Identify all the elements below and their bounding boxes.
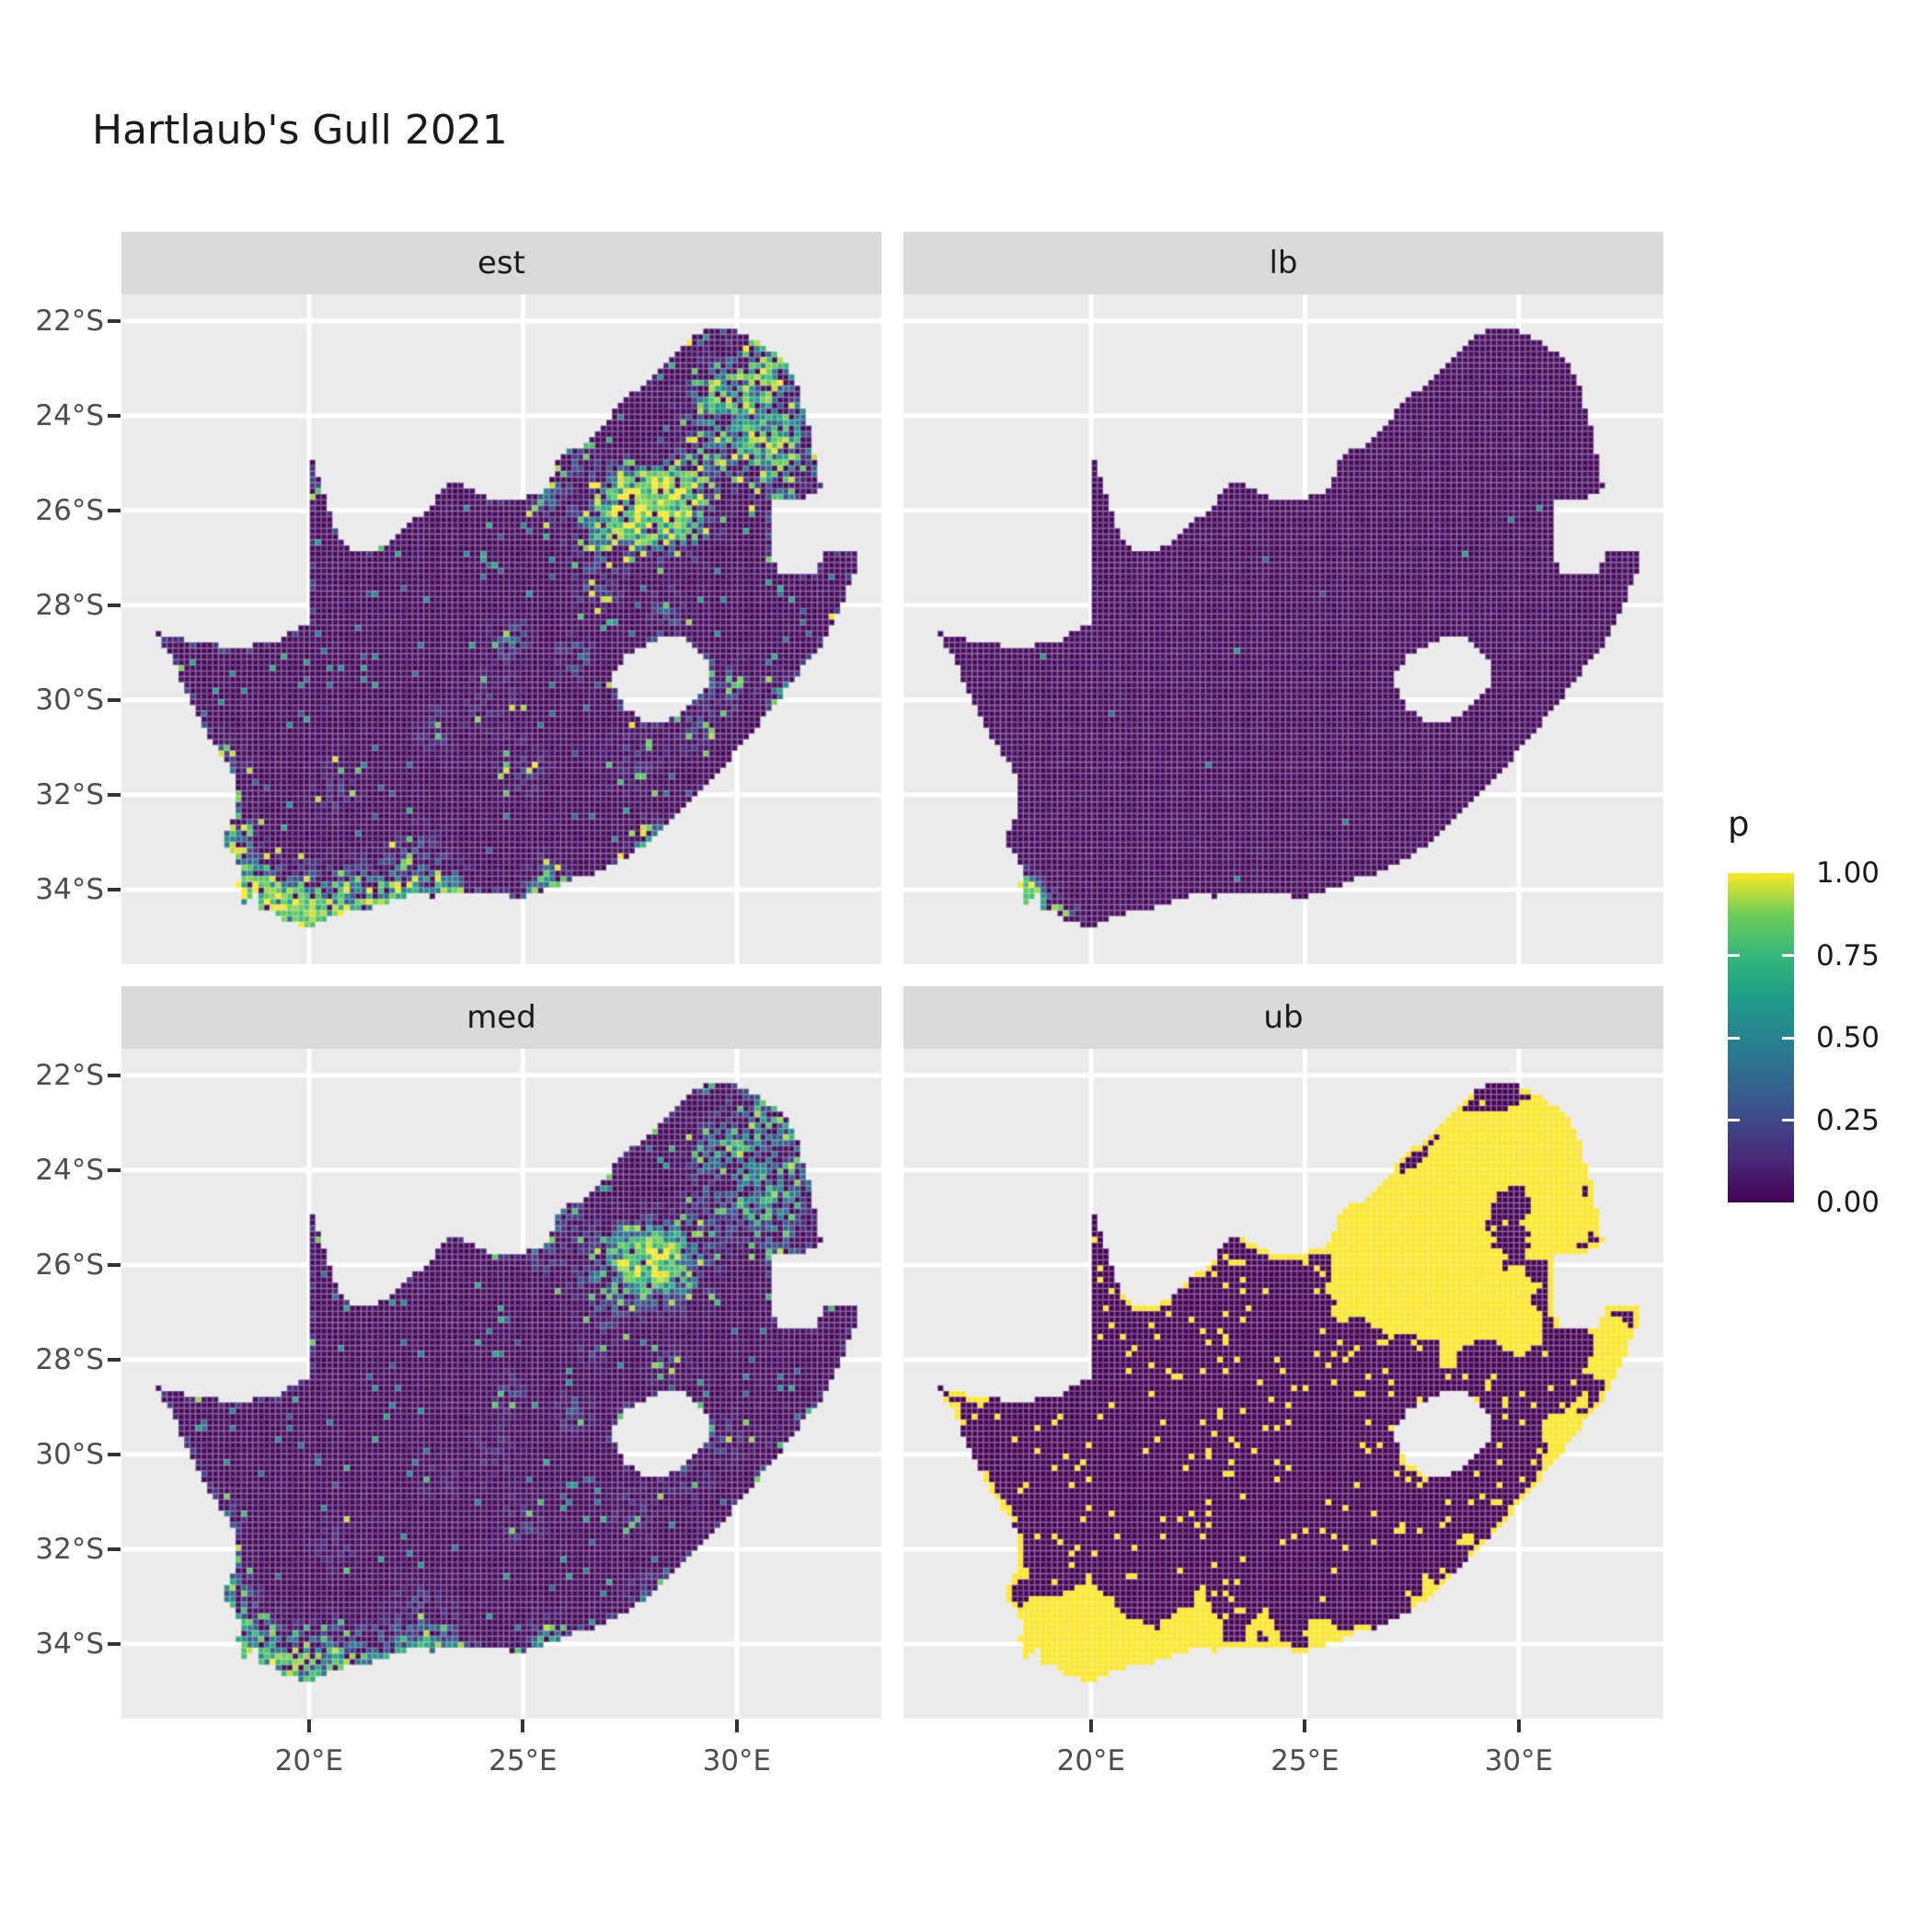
legend-title: p xyxy=(1728,804,1750,844)
facet-strip-label-est: est xyxy=(477,245,525,282)
facet-strip-ub: ub xyxy=(903,986,1663,1049)
x-tick-mark xyxy=(306,1719,311,1732)
y-tick-label: 22°S xyxy=(35,1058,104,1092)
x-tick-mark xyxy=(1516,1719,1521,1732)
legend-bar-tick xyxy=(1728,954,1740,957)
y-tick-mark xyxy=(108,508,121,512)
y-tick-mark xyxy=(108,1547,121,1551)
plot-title: Hartlaub's Gull 2021 xyxy=(92,107,508,154)
x-tick-mark xyxy=(1088,1719,1093,1732)
y-tick-mark xyxy=(108,1073,121,1077)
legend-tick-label: 0.00 xyxy=(1816,1186,1880,1219)
legend-bar-tick xyxy=(1782,954,1794,957)
legend-bar-tick xyxy=(1782,1036,1794,1040)
legend-bar-tick xyxy=(1782,1119,1794,1121)
y-tick-label: 28°S xyxy=(35,1342,104,1376)
y-tick-mark xyxy=(108,1452,121,1456)
y-tick-mark xyxy=(108,697,121,702)
y-tick-mark xyxy=(108,887,121,891)
legend-tick-label: 0.25 xyxy=(1816,1103,1880,1137)
map-canvas-lb xyxy=(903,294,1663,964)
legend-bar-tick xyxy=(1728,1036,1740,1040)
facet-strip-lb: lb xyxy=(903,232,1663,294)
x-tick-mark xyxy=(734,1719,739,1732)
legend-tick-label: 1.00 xyxy=(1816,857,1880,890)
y-tick-label: 28°S xyxy=(35,588,104,622)
facet-strip-label-lb: lb xyxy=(1269,245,1298,282)
x-tick-label: 30°E xyxy=(702,1744,772,1777)
legend-tick-label: 0.50 xyxy=(1816,1021,1880,1054)
y-tick-label: 34°S xyxy=(35,872,104,906)
legend-bar-tick xyxy=(1728,1119,1740,1121)
x-tick-label: 30°E xyxy=(1484,1744,1554,1777)
x-tick-label: 20°E xyxy=(274,1744,344,1777)
facet-strip-label-ub: ub xyxy=(1263,999,1304,1036)
map-canvas-med xyxy=(121,1049,881,1719)
y-tick-mark xyxy=(108,1641,121,1646)
x-tick-label: 25°E xyxy=(489,1744,558,1777)
facet-strip-med: med xyxy=(121,986,881,1049)
y-tick-label: 30°S xyxy=(35,683,104,717)
legend-tick-label: 0.75 xyxy=(1816,938,1880,972)
y-tick-mark xyxy=(108,413,121,418)
y-tick-label: 24°S xyxy=(35,1153,104,1187)
y-tick-label: 32°S xyxy=(35,1532,104,1566)
y-tick-label: 30°S xyxy=(35,1437,104,1471)
facet-strip-est: est xyxy=(121,232,881,294)
y-tick-mark xyxy=(108,318,121,323)
y-tick-label: 32°S xyxy=(35,777,104,811)
y-tick-mark xyxy=(108,1357,121,1362)
x-tick-label: 25°E xyxy=(1271,1744,1340,1777)
y-tick-mark xyxy=(108,792,121,797)
y-tick-label: 26°S xyxy=(35,493,104,527)
y-tick-mark xyxy=(108,603,121,607)
y-tick-mark xyxy=(108,1167,121,1172)
x-tick-mark xyxy=(521,1719,525,1732)
y-tick-label: 26°S xyxy=(35,1248,104,1282)
x-tick-label: 20°E xyxy=(1056,1744,1126,1777)
y-tick-mark xyxy=(108,1262,121,1267)
y-tick-label: 22°S xyxy=(35,304,104,338)
map-canvas-est xyxy=(121,294,881,964)
x-tick-mark xyxy=(1303,1719,1307,1732)
y-tick-label: 24°S xyxy=(35,398,104,432)
facet-strip-label-med: med xyxy=(466,999,536,1036)
y-tick-label: 34°S xyxy=(35,1627,104,1661)
map-canvas-ub xyxy=(903,1049,1663,1719)
